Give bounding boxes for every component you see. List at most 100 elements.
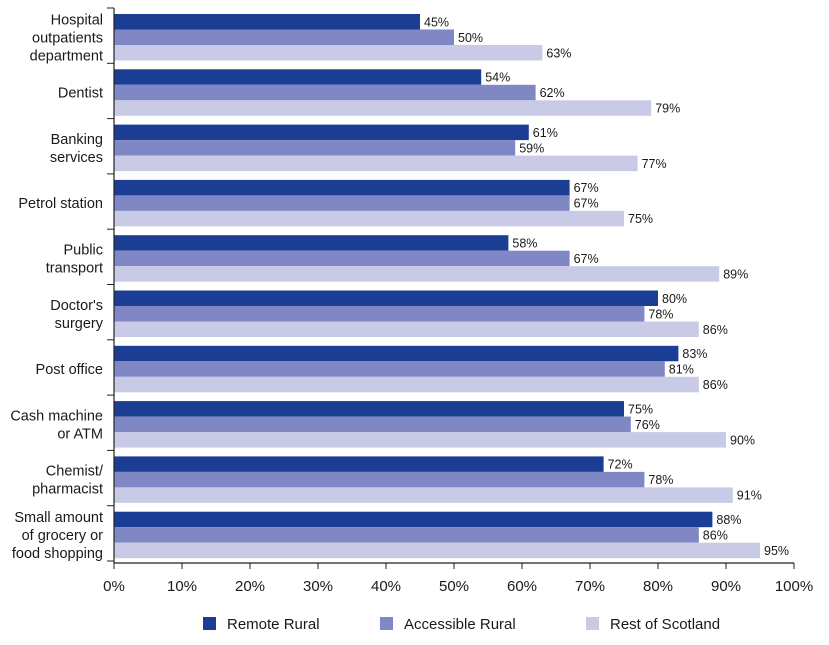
legend-swatch bbox=[380, 617, 393, 630]
legend-label: Remote Rural bbox=[227, 616, 320, 633]
data-label: 89% bbox=[723, 267, 748, 281]
legend-label: Accessible Rural bbox=[404, 616, 516, 633]
x-tick-label: 30% bbox=[303, 578, 333, 595]
category-label-line: food shopping bbox=[12, 546, 103, 562]
data-label: 59% bbox=[519, 141, 544, 155]
category-label-line: of grocery or bbox=[22, 528, 104, 544]
data-label: 80% bbox=[662, 292, 687, 306]
data-label: 67% bbox=[574, 252, 599, 266]
bar bbox=[114, 155, 638, 172]
bar bbox=[114, 432, 726, 448]
category-label-line: Dentist bbox=[58, 86, 103, 102]
x-tick-label: 90% bbox=[711, 578, 741, 595]
category-label-line: Banking bbox=[51, 132, 103, 148]
data-label: 86% bbox=[703, 323, 728, 337]
x-tick-label: 10% bbox=[167, 578, 197, 595]
data-label: 90% bbox=[730, 433, 755, 447]
bar bbox=[114, 250, 570, 267]
data-label: 78% bbox=[648, 307, 673, 321]
category-label-line: Cash machine bbox=[10, 408, 103, 424]
category-label-line: Hospital bbox=[51, 12, 103, 28]
category-label: Small amount of grocery or food shopping bbox=[12, 510, 103, 562]
x-tick-label: 60% bbox=[507, 578, 537, 595]
data-label: 83% bbox=[682, 347, 707, 361]
bar bbox=[114, 29, 454, 45]
data-label: 76% bbox=[635, 418, 660, 432]
x-tick-label: 40% bbox=[371, 578, 401, 595]
category-label: Doctor's surgery bbox=[50, 298, 103, 332]
data-label: 58% bbox=[512, 236, 537, 250]
bar bbox=[114, 84, 536, 101]
bar bbox=[114, 100, 652, 116]
category-label-line: Chemist/ bbox=[46, 464, 104, 480]
data-label: 50% bbox=[458, 31, 483, 45]
category-label-line: transport bbox=[46, 260, 103, 276]
bar bbox=[114, 195, 570, 211]
category-label: Hospital outpatients department bbox=[30, 12, 103, 64]
bar bbox=[114, 345, 679, 362]
bar bbox=[114, 124, 529, 141]
bar bbox=[114, 456, 604, 472]
x-tick-label: 20% bbox=[235, 578, 265, 595]
category-label: Post office bbox=[36, 362, 103, 378]
x-tick-label: 50% bbox=[439, 578, 469, 595]
category-label-line: Petrol station bbox=[18, 196, 103, 212]
bar bbox=[114, 210, 624, 227]
bars-layer bbox=[114, 14, 760, 559]
x-tick-label: 80% bbox=[643, 578, 673, 595]
bar bbox=[114, 266, 720, 282]
bar bbox=[114, 321, 699, 337]
bar bbox=[114, 527, 699, 543]
bar bbox=[114, 14, 420, 30]
bar bbox=[114, 361, 665, 377]
data-label: 45% bbox=[424, 15, 449, 29]
category-label: Petrol station bbox=[18, 196, 103, 212]
data-label: 54% bbox=[485, 71, 510, 85]
bar bbox=[114, 45, 543, 61]
data-label: 91% bbox=[737, 489, 762, 503]
data-label: 61% bbox=[533, 126, 558, 140]
category-label: Banking services bbox=[50, 132, 103, 166]
data-label: 75% bbox=[628, 402, 653, 416]
category-label-line: or ATM bbox=[57, 426, 103, 442]
category-label-line: pharmacist bbox=[32, 482, 103, 498]
data-label: 78% bbox=[648, 473, 673, 487]
data-label: 79% bbox=[655, 102, 680, 116]
bar bbox=[114, 179, 570, 196]
bar bbox=[114, 401, 624, 417]
category-label: Public transport bbox=[46, 242, 103, 276]
category-label-line: Post office bbox=[36, 362, 103, 378]
data-label: 81% bbox=[669, 363, 694, 377]
data-label: 95% bbox=[764, 544, 789, 558]
bar bbox=[114, 376, 699, 393]
legend-label: Rest of Scotland bbox=[610, 616, 720, 633]
data-label: 86% bbox=[703, 528, 728, 542]
legend: Remote Rural Accessible Rural Rest of Scot… bbox=[203, 616, 720, 633]
data-label: 67% bbox=[574, 197, 599, 211]
data-label: 63% bbox=[546, 46, 571, 60]
data-label: 72% bbox=[608, 458, 633, 472]
x-tick-label: 100% bbox=[775, 578, 813, 595]
category-label-line: services bbox=[50, 150, 103, 166]
axes-layer: 0% 10% 20% 30% 40% 50% 60% 70% 80% 90% 100% bbox=[103, 7, 813, 595]
bar bbox=[114, 235, 509, 251]
bar bbox=[114, 511, 713, 528]
legend-swatch bbox=[586, 617, 599, 630]
bar bbox=[114, 487, 733, 503]
data-label: 77% bbox=[642, 157, 667, 171]
x-tick-label: 0% bbox=[103, 578, 125, 595]
bar bbox=[114, 542, 760, 559]
data-label: 62% bbox=[540, 86, 565, 100]
category-label: Dentist bbox=[58, 86, 103, 102]
category-label-line: surgery bbox=[55, 316, 104, 332]
bar bbox=[114, 290, 658, 306]
data-label: 88% bbox=[716, 513, 741, 527]
bar bbox=[114, 306, 645, 322]
category-label-line: outpatients bbox=[32, 30, 103, 46]
category-label: Cash machine or ATM bbox=[10, 408, 103, 442]
bar bbox=[114, 140, 516, 156]
bar bbox=[114, 416, 631, 433]
category-labels-layer: Hospital outpatients department Dentist Bank… bbox=[10, 12, 104, 562]
